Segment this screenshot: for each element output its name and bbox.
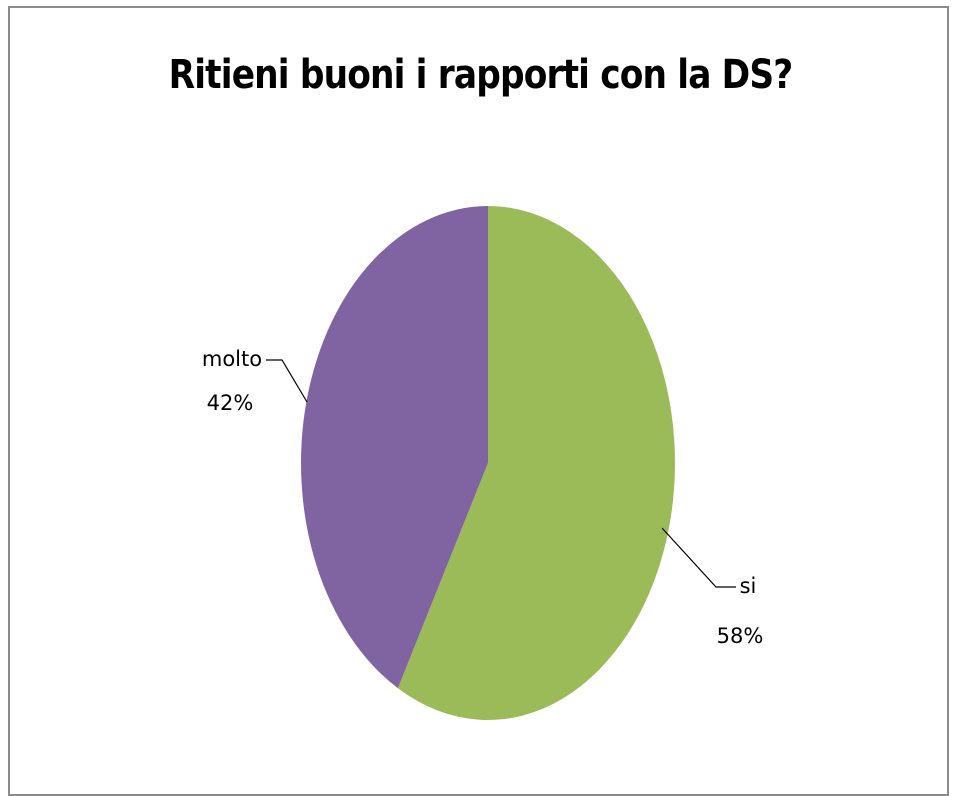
slice-label-molto: molto — [202, 347, 262, 371]
leader-lines — [266, 359, 736, 588]
pie-slices — [301, 206, 675, 720]
slice-percent-molto: 42% — [207, 391, 254, 415]
chart-title: Ritieni buoni i rapporti con la DS? — [168, 52, 794, 98]
slice-labels: si 58% molto 42% — [202, 347, 763, 648]
pie-slice-si — [397, 206, 675, 720]
pie-slice-molto — [301, 206, 488, 689]
leader-line-si — [661, 527, 736, 588]
slice-label-si: si — [740, 574, 757, 598]
leader-line-molto — [266, 359, 308, 403]
slice-percent-si: 58% — [717, 624, 764, 648]
